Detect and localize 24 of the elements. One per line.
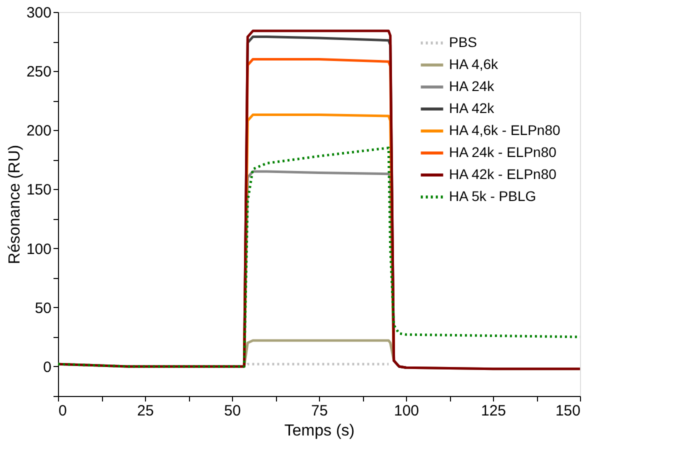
- x-tick-label: 50: [224, 402, 241, 420]
- legend-label: PBS: [449, 34, 478, 50]
- y-tick-label: 300: [26, 4, 52, 22]
- y-tick-label: 100: [26, 240, 52, 258]
- y-axis-title: Résonance (RU): [6, 144, 24, 264]
- x-tick-label: 0: [58, 402, 67, 420]
- x-tick-label: 100: [394, 402, 420, 420]
- y-tick-label: 200: [26, 122, 52, 140]
- x-axis-title: Temps (s): [284, 422, 355, 440]
- legend-label: HA 42k - ELPn80: [449, 166, 557, 182]
- x-tick-label: 125: [480, 402, 506, 420]
- legend-label: HA 4,6k: [449, 56, 500, 72]
- y-tick-label: 250: [26, 64, 52, 81]
- y-tick-label: 150: [26, 182, 52, 199]
- x-tick-label: 150: [555, 402, 580, 420]
- x-tick-label: 75: [311, 402, 328, 420]
- legend-label: HA 24k: [449, 78, 496, 94]
- y-tick-label: 0: [43, 358, 52, 376]
- legend-label: HA 24k - ELPn80: [449, 144, 557, 160]
- y-tick-label: 50: [34, 300, 52, 317]
- legend-label: HA 42k: [449, 100, 496, 116]
- x-tick-label: 25: [137, 402, 154, 420]
- legend-label: HA 5k - PBLG: [449, 188, 536, 204]
- legend-label: HA 4,6k - ELPn80: [449, 122, 561, 138]
